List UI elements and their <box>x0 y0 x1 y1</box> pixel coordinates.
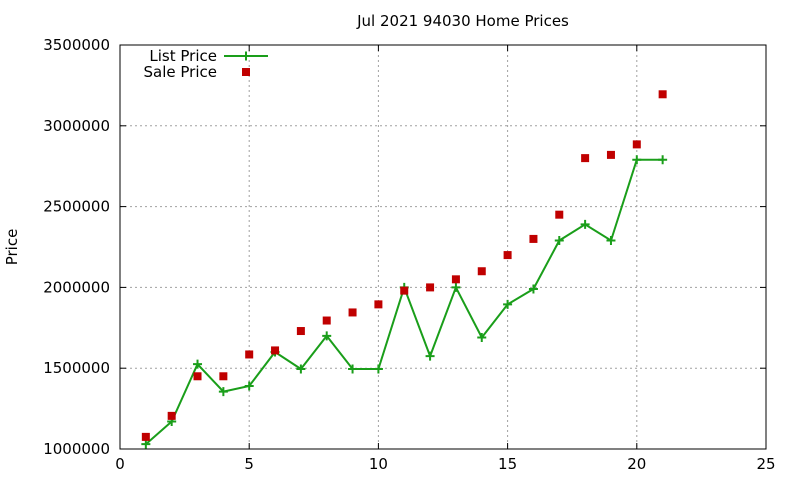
list-price-point <box>244 381 254 391</box>
list-price-point <box>658 155 668 165</box>
x-tick-label: 10 <box>369 455 388 473</box>
y-tick-label: 1500000 <box>43 359 110 377</box>
list-price-point <box>503 299 513 309</box>
y-tick-label: 2500000 <box>43 198 110 216</box>
list-price-point <box>322 331 332 341</box>
legend-label-sale-price: Sale Price <box>144 63 217 81</box>
sale-price-point <box>477 267 486 276</box>
series-sale-price <box>141 90 667 441</box>
sale-price-point <box>219 372 228 381</box>
legend: List Price Sale Price <box>144 47 268 81</box>
sale-price-point <box>348 308 357 317</box>
y-tick-label: 3500000 <box>43 36 110 54</box>
list-price-point <box>296 364 306 374</box>
list-price-point <box>348 364 358 374</box>
list-price-point <box>606 236 616 246</box>
legend-label-list-price: List Price <box>149 47 217 65</box>
sale-price-point <box>167 411 176 420</box>
sale-price-point <box>271 346 280 355</box>
sale-price-point <box>400 286 409 295</box>
sale-price-point <box>503 251 512 260</box>
list-price-point <box>218 387 228 397</box>
plot-area-border <box>119 44 767 450</box>
chart-title: Jul 2021 94030 Home Prices <box>356 12 569 30</box>
y-tick-label: 3000000 <box>43 117 110 135</box>
sale-price-point <box>581 154 590 163</box>
sale-price-point <box>606 150 615 159</box>
list-price-point <box>580 219 590 229</box>
list-price-point <box>451 282 461 292</box>
x-tick-label: 25 <box>756 455 775 473</box>
list-price-point <box>141 439 151 449</box>
y-axis: 1000000 1500000 2000000 2500000 3000000 35000… <box>43 36 766 458</box>
list-price-point <box>193 359 203 369</box>
sale-price-point <box>141 432 150 441</box>
sale-price-point <box>193 372 202 381</box>
sale-price-point <box>529 234 538 243</box>
sale-price-point <box>451 275 460 284</box>
sale-price-point <box>426 283 435 292</box>
sale-price-point <box>555 210 564 219</box>
x-tick-label: 0 <box>115 455 125 473</box>
list-price-point <box>632 155 642 165</box>
x-tick-label: 20 <box>627 455 646 473</box>
legend-marker-list-price <box>241 51 251 61</box>
y-tick-label: 1000000 <box>43 440 110 458</box>
grid-lines <box>120 45 766 449</box>
y-axis-label: Price <box>3 229 21 266</box>
sale-price-point <box>322 316 331 325</box>
x-tick-label: 5 <box>244 455 254 473</box>
list-price-point <box>554 236 564 246</box>
sale-price-point <box>245 350 254 359</box>
x-axis: 0 5 10 15 20 25 <box>115 45 776 473</box>
sale-price-point <box>632 140 641 149</box>
series-list-price <box>141 155 668 449</box>
list-price-point <box>528 284 538 294</box>
sale-price-point <box>296 327 305 336</box>
list-price-point <box>425 351 435 361</box>
x-tick-label: 15 <box>498 455 517 473</box>
list-price-point <box>477 332 487 342</box>
sale-price-point <box>658 90 667 99</box>
sale-price-point <box>374 300 383 309</box>
list-price-point <box>373 364 383 374</box>
legend-swatch-sale-price <box>242 68 250 76</box>
list-price-line <box>145 158 663 445</box>
y-tick-label: 2000000 <box>43 278 110 296</box>
